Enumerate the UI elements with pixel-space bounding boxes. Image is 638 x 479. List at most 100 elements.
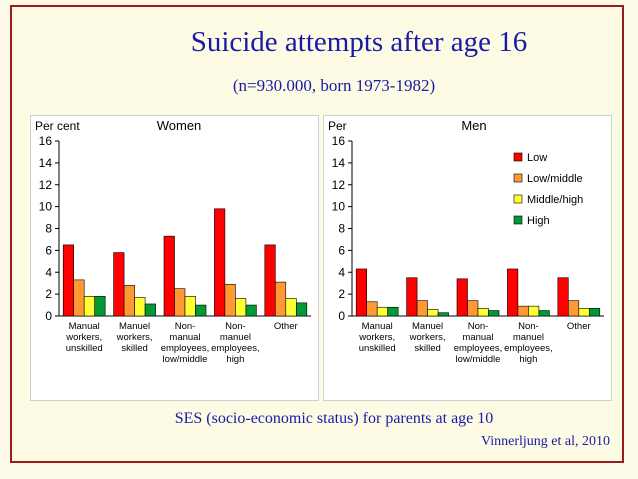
men-bar: [488, 310, 500, 317]
women-bar: [83, 296, 96, 317]
women-category-label: employees,: [211, 343, 260, 354]
women-bar: [235, 298, 247, 317]
men-y-tick-label: 16: [332, 134, 346, 148]
women-y-tick-label: 16: [39, 134, 53, 148]
women-chart-panel: 0 2 4 6 8 10 12 14 16 Per cent Women Manual workers,…: [30, 115, 319, 401]
men-y-axis-label: Per: [328, 119, 347, 133]
men-category-label: employees,: [454, 343, 503, 354]
men-category-label: high: [519, 354, 537, 365]
x-axis-caption: SES (socio-economic status) for parents …: [174, 410, 494, 427]
women-y-tick-label: 4: [45, 265, 52, 279]
men-bar: [528, 305, 540, 317]
men-category-label: skilled: [414, 343, 440, 354]
men-bar: [366, 301, 378, 317]
men-category-label: unskilled: [359, 343, 396, 354]
men-y-tick-label: 4: [338, 265, 345, 279]
men-category-label: employees,: [504, 343, 553, 354]
men-y-tick-label: 0: [338, 309, 345, 323]
women-bar: [134, 297, 146, 317]
women-category-label: low/middle: [163, 354, 208, 365]
men-category-label: manuel: [513, 332, 544, 343]
women-category-label: Manuel: [119, 321, 150, 332]
men-category-label: manual: [462, 332, 493, 343]
men-bar: [507, 268, 519, 317]
men-bar: [355, 268, 368, 317]
women-bar: [113, 252, 125, 317]
women-bar: [245, 304, 257, 317]
men-bar: [557, 277, 569, 317]
men-y-tick-label: 2: [338, 287, 345, 301]
women-bar: [174, 288, 186, 317]
men-category-label: Other: [567, 321, 591, 332]
women-category-label: manual: [169, 332, 200, 343]
men-bar: [477, 308, 489, 317]
women-bar: [214, 208, 226, 317]
citation: Vinnerljung et al, 2010: [480, 434, 610, 449]
women-y-tick-label: 0: [45, 309, 52, 323]
women-bar: [295, 302, 308, 317]
women-y-axis-label: Per cent: [35, 119, 80, 133]
men-category-label: workers,: [409, 332, 446, 343]
men-chart-title: Men: [461, 118, 486, 133]
men-bar: [467, 300, 479, 317]
women-bar: [144, 303, 156, 317]
women-bar: [62, 244, 75, 317]
men-bar: [568, 300, 580, 317]
women-category-label: unskilled: [66, 343, 103, 354]
women-category-label: workers,: [65, 332, 102, 343]
women-category-label: Manual: [69, 321, 100, 332]
men-category-label: low/middle: [456, 354, 501, 365]
women-bar: [73, 279, 85, 317]
women-bar: [163, 235, 175, 317]
women-bar: [264, 244, 276, 317]
women-category-label: employees,: [161, 343, 210, 354]
men-bar: [376, 306, 389, 317]
women-category-label: high: [226, 354, 244, 365]
men-category-label: workers,: [358, 332, 395, 343]
men-category-label: Non-: [518, 321, 539, 332]
men-bar: [416, 300, 428, 317]
women-y-tick-label: 10: [39, 200, 53, 214]
men-legend-swatch: [513, 152, 523, 162]
men-legend-label: Middle/high: [527, 194, 583, 206]
men-bar: [456, 278, 468, 317]
women-category-label: workers,: [116, 332, 153, 343]
men-legend-label: High: [527, 215, 550, 227]
women-chart-title: Women: [157, 118, 202, 133]
men-legend-swatch: [513, 215, 523, 225]
women-category-label: Non-: [225, 321, 246, 332]
men-bar: [427, 309, 439, 317]
women-y-tick-label: 14: [39, 156, 53, 170]
women-bar: [224, 283, 236, 317]
women-category-label: manuel: [220, 332, 251, 343]
men-category-label: Non-: [468, 321, 489, 332]
men-legend-label: Low/middle: [527, 173, 583, 185]
women-y-tick-label: 12: [39, 178, 53, 192]
men-bar: [437, 312, 449, 317]
men-category-label: Manual: [362, 321, 393, 332]
men-bar: [588, 308, 601, 317]
women-bar: [123, 285, 135, 317]
men-y-tick-label: 12: [332, 178, 346, 192]
women-bar: [184, 296, 196, 317]
men-legend-swatch: [513, 173, 523, 183]
men-y-tick-label: 6: [338, 243, 345, 257]
women-y-tick-label: 6: [45, 243, 52, 257]
men-y-tick-label: 8: [338, 222, 345, 236]
men-legend-swatch: [513, 194, 523, 204]
men-bar: [538, 310, 550, 317]
women-y-tick-label: 8: [45, 222, 52, 236]
women-bar: [195, 304, 207, 317]
slide-title: Suicide attempts after age 16: [190, 26, 528, 58]
men-bar: [517, 305, 529, 317]
men-bar: [387, 306, 399, 317]
men-chart-panel: 0 2 4 6 8 10 12 14 16 Per Men Manual workers, unskill…: [323, 115, 612, 401]
women-category-label: Other: [274, 321, 298, 332]
women-y-tick-label: 2: [45, 287, 52, 301]
women-category-label: Non-: [175, 321, 196, 332]
men-y-tick-label: 10: [332, 200, 346, 214]
women-bar: [275, 281, 287, 317]
women-bar: [285, 298, 297, 317]
